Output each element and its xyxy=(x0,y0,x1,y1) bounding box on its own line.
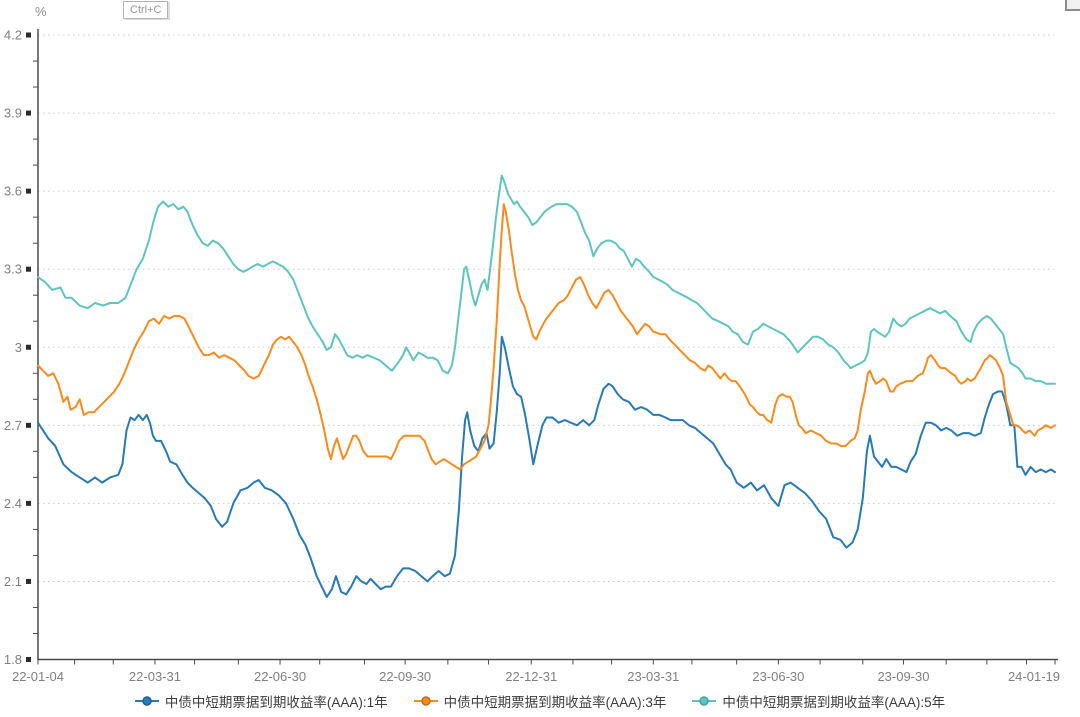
y-tick-square xyxy=(26,344,31,350)
legend-label-1y: 中债中短期票据到期收益率(AAA):1年 xyxy=(164,695,388,710)
y-tick-square xyxy=(26,266,31,272)
x-tick-label: 22-01-04 xyxy=(12,669,64,684)
legend-item-3y[interactable]: 中债中短期票据到期收益率(AAA):3年 xyxy=(413,691,667,711)
y-tick-label: 2.1 xyxy=(4,574,22,589)
y-tick-square xyxy=(26,110,31,116)
y-tick-square xyxy=(26,578,31,584)
legend-item-5y[interactable]: 中债中短期票据到期收益率(AAA):5年 xyxy=(692,691,945,711)
chart-legend: 中债中短期票据到期收益率(AAA):1年 中债中短期票据到期收益率(AAA):3年… xyxy=(0,691,1080,711)
y-tick-label: 3.6 xyxy=(4,184,22,199)
y-tick-square xyxy=(26,188,31,194)
legend-marker-5y xyxy=(692,696,717,706)
legend-label-3y: 中债中短期票据到期收益率(AAA):3年 xyxy=(443,695,667,710)
legend-item-1y[interactable]: 中债中短期票据到期收益率(AAA):1年 xyxy=(134,691,388,711)
y-tick-square xyxy=(26,422,31,428)
y-tick-label: 4.2 xyxy=(4,28,22,43)
x-tick-label: 22-09-30 xyxy=(379,669,431,684)
legend-label-5y: 中债中短期票据到期收益率(AAA):5年 xyxy=(722,695,946,710)
y-tick-square xyxy=(26,657,31,662)
x-tick-label: 23-03-31 xyxy=(627,669,679,684)
y-tick-label: 1.8 xyxy=(4,652,22,667)
y-tick-label: 3 xyxy=(15,340,22,355)
y-tick-label: 2.7 xyxy=(4,418,22,433)
y-tick-square xyxy=(26,500,31,506)
y-axis-unit-label: % xyxy=(35,4,47,19)
copy-hint-badge: Ctrl+C xyxy=(123,1,169,19)
x-tick-label: 22-03-31 xyxy=(129,669,181,684)
y-tick-square xyxy=(26,32,31,38)
y-tick-label: 2.4 xyxy=(4,496,22,511)
series-line-5y xyxy=(37,174,1056,385)
y-tick-label: 3.3 xyxy=(4,262,22,277)
y-tick-label: 3.9 xyxy=(4,106,22,121)
toolbar-box-icon[interactable] xyxy=(1065,0,1080,11)
x-tick-label: 22-06-30 xyxy=(254,669,306,684)
series-line-1y xyxy=(37,335,1056,598)
x-tick-label: 23-06-30 xyxy=(752,669,804,684)
legend-marker-3y xyxy=(413,696,438,706)
x-tick-label: 24-01-19 xyxy=(1008,669,1060,684)
x-tick-label: 22-12-31 xyxy=(505,669,557,684)
series-line-3y xyxy=(37,203,1056,471)
legend-marker-1y xyxy=(134,696,159,706)
x-tick-label: 23-09-30 xyxy=(877,669,929,684)
